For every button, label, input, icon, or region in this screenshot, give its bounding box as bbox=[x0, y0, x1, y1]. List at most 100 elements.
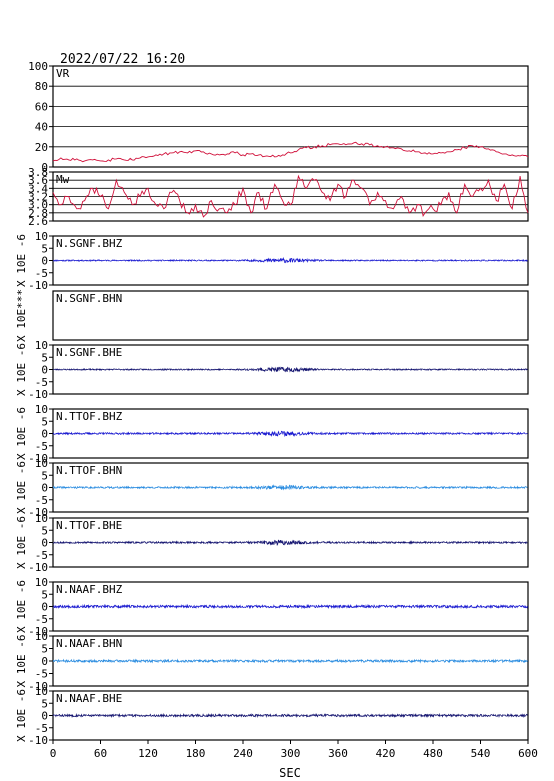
y-axis-label: X 10E -6 bbox=[15, 343, 28, 396]
y-tick-label: 3.8 bbox=[28, 166, 48, 179]
series-line bbox=[52, 484, 528, 491]
y-tick-label: -10 bbox=[28, 625, 48, 638]
y-tick-label: 10 bbox=[35, 230, 48, 243]
panel-n-sgnf-bhn: N.SGNF.BHN X 10E*** bbox=[15, 289, 529, 342]
y-tick-label: 0 bbox=[41, 710, 48, 723]
panel-label: N.NAAF.BHZ bbox=[56, 583, 123, 596]
y-tick-label: -10 bbox=[28, 506, 48, 519]
y-tick-label: 5 bbox=[41, 351, 48, 364]
y-axis-label: X 10E -6 bbox=[15, 461, 28, 514]
x-tick-label: 60 bbox=[94, 747, 107, 760]
y-tick-label: -5 bbox=[35, 613, 48, 626]
y-tick-label: 0 bbox=[41, 537, 48, 550]
y-tick-label: 3.6 bbox=[28, 174, 48, 187]
panel-label: Mw bbox=[56, 173, 70, 186]
y-tick-label: 40 bbox=[35, 121, 48, 134]
y-tick-label: 100 bbox=[28, 60, 48, 73]
y-tick-label: -5 bbox=[35, 494, 48, 507]
x-axis: 0 60 120 180 240 300 360 420 480 540 600 bbox=[50, 740, 538, 760]
y-tick-label: 80 bbox=[35, 80, 48, 93]
y-tick-label: -10 bbox=[28, 561, 48, 574]
panel-vr: VR 100 80 60 40 20 0 bbox=[28, 60, 529, 174]
series-line bbox=[52, 539, 528, 547]
y-tick-label: 5 bbox=[41, 643, 48, 656]
panel-label: VR bbox=[56, 67, 70, 80]
y-tick-label: 60 bbox=[35, 100, 48, 113]
panel-label: N.TTOF.BHE bbox=[56, 519, 122, 532]
series-line bbox=[52, 603, 528, 610]
y-axis-label: X 10E -6 bbox=[15, 234, 28, 287]
y-tick-label: -5 bbox=[35, 267, 48, 280]
y-tick-label: 0 bbox=[41, 482, 48, 495]
y-tick-label: -5 bbox=[35, 440, 48, 453]
x-tick-label: 120 bbox=[138, 747, 158, 760]
y-axis-label: X 10E*** bbox=[15, 289, 28, 342]
y-tick-label: 5 bbox=[41, 524, 48, 537]
y-tick-label: -5 bbox=[35, 549, 48, 562]
y-tick-label: 3.4 bbox=[28, 182, 48, 195]
series-line bbox=[52, 430, 528, 437]
y-tick-label: -5 bbox=[35, 376, 48, 389]
y-axis-label: X 10E -6 bbox=[15, 580, 28, 633]
y-tick-label: -10 bbox=[28, 680, 48, 693]
y-tick-label: 3.0 bbox=[28, 199, 48, 212]
y-tick-label: 20 bbox=[35, 141, 48, 154]
panel-frame bbox=[52, 290, 529, 341]
y-tick-label: 3.2 bbox=[28, 191, 48, 204]
panel-label: N.TTOF.BHN bbox=[56, 464, 122, 477]
series-line bbox=[52, 658, 528, 664]
y-tick-label: -10 bbox=[28, 452, 48, 465]
y-tick-label: -10 bbox=[28, 734, 48, 747]
x-tick-label: 360 bbox=[328, 747, 348, 760]
y-tick-label: -5 bbox=[35, 722, 48, 735]
timestamp-label: 2022/07/22 16:20 bbox=[60, 52, 185, 67]
y-axis-label: X 10E -6 bbox=[15, 516, 28, 569]
x-tick-label: 180 bbox=[186, 747, 206, 760]
y-tick-label: -10 bbox=[28, 388, 48, 401]
y-tick-label: 10 bbox=[35, 457, 48, 470]
x-tick-label: 480 bbox=[423, 747, 443, 760]
y-tick-label: 10 bbox=[35, 339, 48, 352]
y-axis-label: X 10E -6 bbox=[15, 407, 28, 460]
y-tick-label: 0 bbox=[41, 255, 48, 268]
series-line bbox=[52, 712, 528, 719]
y-tick-label: 0 bbox=[41, 364, 48, 377]
x-tick-label: 540 bbox=[471, 747, 491, 760]
x-tick-label: 300 bbox=[281, 747, 301, 760]
y-tick-label: 10 bbox=[35, 630, 48, 643]
y-tick-label: 0 bbox=[41, 655, 48, 668]
x-tick-label: 600 bbox=[518, 747, 538, 760]
y-tick-label: 5 bbox=[41, 242, 48, 255]
y-tick-label: -5 bbox=[35, 668, 48, 681]
y-tick-label: -10 bbox=[28, 279, 48, 292]
panel-label: N.NAAF.BHN bbox=[56, 637, 122, 650]
y-tick-label: 0 bbox=[41, 161, 48, 174]
y-axis-label: X 10E -6 bbox=[15, 635, 28, 688]
y-axis-label: X 10E -6 bbox=[15, 689, 28, 742]
y-tick-label: 2.8 bbox=[28, 207, 48, 220]
y-tick-label: 10 bbox=[35, 685, 48, 698]
panels: VR100806040200Mw3.83.63.43.23.02.82.6N.S… bbox=[15, 60, 529, 747]
x-tick-label: 240 bbox=[233, 747, 253, 760]
y-tick-label: 5 bbox=[41, 697, 48, 710]
panel-frame bbox=[52, 65, 529, 168]
y-tick-label: 10 bbox=[35, 403, 48, 416]
panel-label: N.NAAF.BHE bbox=[56, 692, 122, 705]
panel-label: N.SGNF.BHZ bbox=[56, 237, 123, 250]
series-line bbox=[52, 366, 528, 373]
y-tick-label: 10 bbox=[35, 512, 48, 525]
x-tick-label: 420 bbox=[376, 747, 396, 760]
y-tick-label: 5 bbox=[41, 588, 48, 601]
panel-mw: Mw 3.83.63.43.23.02.82.6 bbox=[28, 166, 529, 228]
panel-label: N.SGNF.BHN bbox=[56, 292, 122, 305]
y-tick-label: 5 bbox=[41, 469, 48, 482]
x-tick-label: 0 bbox=[50, 747, 57, 760]
